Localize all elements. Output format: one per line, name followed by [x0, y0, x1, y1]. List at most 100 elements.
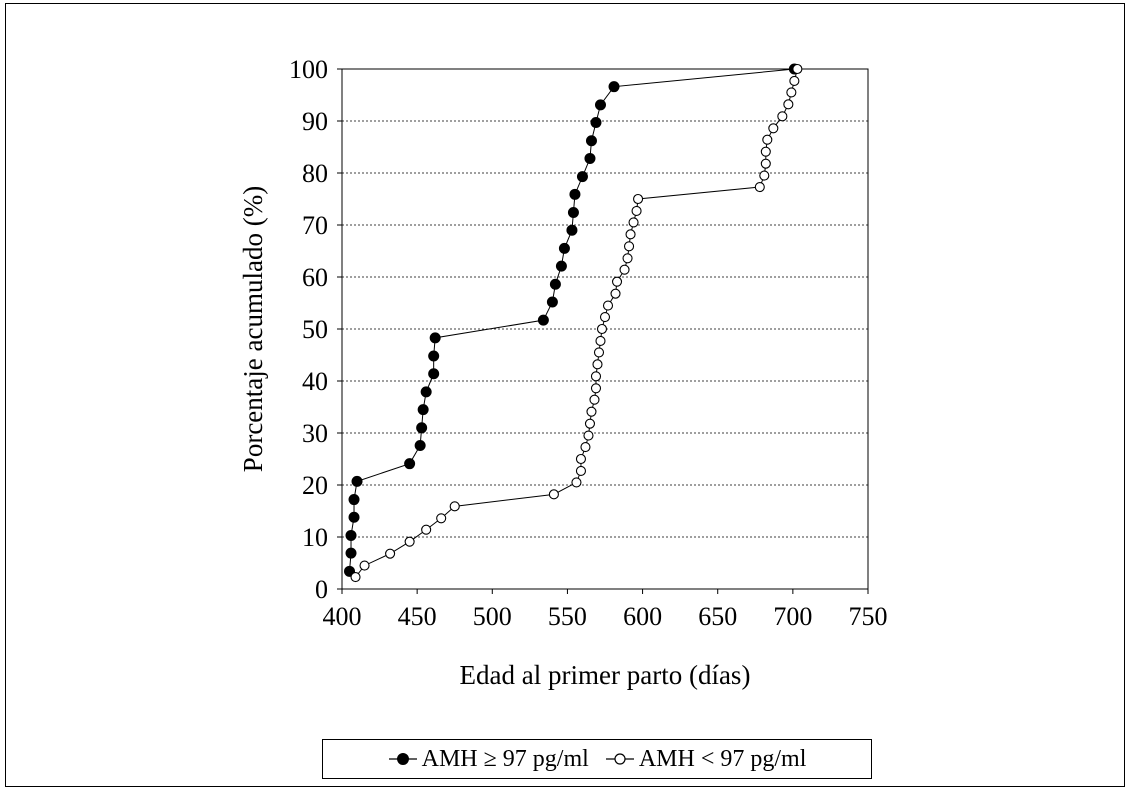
data-point — [768, 123, 779, 134]
data-point — [348, 511, 360, 523]
data-point — [385, 548, 396, 559]
data-point — [575, 453, 587, 465]
data-point — [622, 253, 633, 264]
y-tick-label: 10 — [302, 523, 328, 552]
x-tick-label: 500 — [473, 602, 512, 631]
legend-entry-amh-high: AMH ≥ 97 pg/ml — [388, 746, 589, 773]
data-point — [789, 75, 800, 87]
data-point — [345, 529, 357, 541]
axis-ticks: 0 10 20 30 40 50 60 70 80 90 100 400 450 500 550 600 650… — [289, 55, 888, 631]
series-1 — [344, 63, 800, 577]
data-point — [345, 547, 357, 559]
data-point — [584, 152, 596, 164]
data-point — [592, 359, 603, 370]
data-point — [549, 278, 561, 290]
data-point — [586, 406, 597, 417]
data-point — [359, 560, 370, 571]
x-tick-label: 650 — [698, 602, 737, 631]
legend-label-amh-low: AMH < 97 pg/ml — [638, 745, 807, 772]
data-point — [786, 87, 797, 98]
data-point — [777, 111, 788, 122]
y-tick-label: 90 — [302, 107, 328, 136]
series-2 — [350, 63, 803, 583]
data-point — [760, 146, 771, 157]
data-point — [590, 117, 602, 129]
y-tick-label: 40 — [302, 367, 328, 396]
data-point — [759, 170, 770, 181]
data-point — [576, 171, 588, 183]
data-point — [628, 217, 639, 228]
data-point — [348, 494, 360, 506]
data-point — [351, 475, 363, 487]
data-point — [633, 193, 644, 205]
data-point — [584, 418, 596, 429]
data-point — [594, 99, 606, 111]
data-point — [575, 465, 587, 477]
data-point — [608, 81, 620, 93]
y-tick-label: 60 — [302, 263, 328, 292]
data-point — [428, 350, 440, 362]
data-point — [449, 501, 460, 512]
legend: AMH ≥ 97 pg/ml AMH < 97 pg/ml — [322, 739, 872, 779]
data-point — [566, 224, 578, 236]
data-point — [762, 134, 773, 145]
data-point — [571, 477, 582, 488]
data-point — [623, 241, 635, 252]
data-point — [569, 188, 581, 200]
data-point — [599, 311, 611, 323]
data-point — [404, 536, 415, 547]
legend-label-amh-high: AMH ≥ 97 pg/ml — [421, 745, 589, 772]
x-tick-label: 750 — [849, 602, 888, 631]
data-point — [537, 314, 549, 326]
x-tick-label: 550 — [548, 602, 587, 631]
data-point — [583, 430, 594, 441]
data-point — [350, 571, 361, 583]
data-point — [590, 371, 602, 382]
data-point — [420, 386, 432, 398]
data-point — [760, 158, 771, 169]
figure-frame — [5, 3, 1125, 787]
data-point — [558, 242, 570, 254]
data-point — [792, 63, 803, 75]
data-point — [611, 276, 623, 287]
data-point — [619, 264, 630, 275]
x-tick-label: 700 — [773, 602, 812, 631]
y-axis-label: Porcentaje acumulado (%) — [238, 186, 268, 472]
y-tick-label: 80 — [302, 159, 328, 188]
series-layer — [344, 63, 803, 583]
series-line — [349, 68, 795, 572]
data-point — [585, 135, 597, 147]
data-point — [610, 288, 621, 299]
filled-circle-marker-icon — [388, 753, 417, 765]
y-tick-label: 100 — [289, 55, 328, 84]
x-tick-label: 600 — [623, 602, 662, 631]
data-point — [555, 260, 567, 272]
data-point — [580, 441, 591, 453]
y-tick-label: 70 — [302, 211, 328, 240]
data-point — [589, 394, 600, 405]
y-tick-label: 30 — [302, 419, 328, 448]
data-point — [593, 347, 605, 358]
data-point — [436, 513, 447, 524]
y-tick-label: 20 — [302, 471, 328, 500]
data-point — [416, 422, 428, 434]
data-point — [625, 229, 636, 240]
data-point — [631, 205, 642, 217]
data-point — [421, 524, 432, 535]
data-point — [417, 404, 429, 416]
data-point — [546, 296, 558, 308]
data-point — [595, 335, 606, 347]
data-point — [404, 458, 416, 470]
data-point — [590, 383, 602, 394]
y-tick-label: 0 — [315, 575, 328, 604]
open-circle-marker-icon — [605, 753, 634, 765]
series-line — [355, 68, 798, 578]
legend-entry-amh-low: AMH < 97 pg/ml — [605, 745, 807, 773]
data-point — [754, 181, 765, 193]
data-point — [783, 99, 794, 110]
data-point — [596, 323, 608, 335]
x-tick-label: 450 — [398, 602, 437, 631]
x-axis-label: Edad al primer parto (días) — [460, 660, 751, 690]
data-point — [429, 332, 441, 344]
